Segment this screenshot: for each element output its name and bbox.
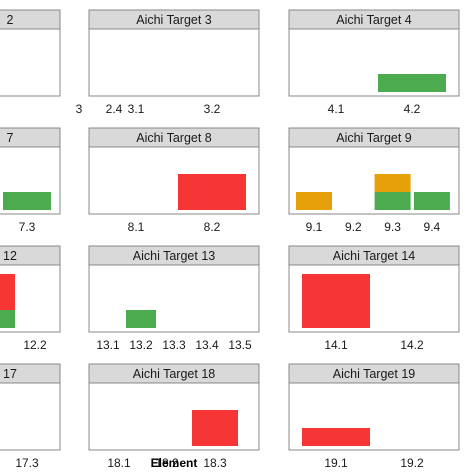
- facet-plot-area: [0, 382, 61, 451]
- bar-segment: [0, 310, 15, 328]
- facet-strip-label: 2: [7, 13, 14, 27]
- facet-strip-label: Aichi Target 3: [136, 13, 212, 27]
- facet-panel: Aichi Target 9 9.1 9.2 9.3 9.4: [288, 127, 460, 234]
- x-tick-label: 7.3: [19, 220, 36, 234]
- x-tick-label: 12.2: [23, 338, 47, 352]
- x-tick-label: 14.1: [324, 338, 348, 352]
- x-tick-label: 2.4: [106, 102, 123, 116]
- facet-strip-label: Aichi Target 13: [133, 249, 216, 263]
- facet-panel: Aichi Target 13 13.1 13.2 13.3 13.4 13.5: [88, 245, 260, 352]
- facet-panel: 12 12.2: [0, 245, 61, 352]
- x-tick-label: 18.2: [155, 456, 179, 470]
- x-tick-label: 9.2: [345, 220, 362, 234]
- x-tick-label: 9.3: [384, 220, 401, 234]
- bar-segment: [192, 410, 238, 446]
- facet-strip-label: Aichi Target 8: [136, 131, 212, 145]
- x-tick-label: 13.4: [195, 338, 219, 352]
- facet-panel: 23 2.4: [0, 9, 123, 116]
- bar-segment: [374, 192, 411, 210]
- x-tick-label: 13.5: [228, 338, 252, 352]
- x-tick-label: 13.2: [129, 338, 153, 352]
- x-tick-label: 18.3: [203, 456, 227, 470]
- facet-panel: Aichi Target 19 19.1 19.2: [288, 363, 460, 470]
- x-tick-label: 17.3: [15, 456, 39, 470]
- x-tick-label: 13.1: [96, 338, 120, 352]
- x-tick-label: 19.2: [400, 456, 424, 470]
- bar-segment: [378, 74, 446, 92]
- facet-plot-area: [88, 28, 260, 97]
- x-tick-label: 19.1: [324, 456, 348, 470]
- x-tick-label: 13.3: [162, 338, 186, 352]
- bar-segment: [178, 174, 246, 210]
- bar-segment: [296, 192, 332, 210]
- x-tick-label: 4.2: [404, 102, 421, 116]
- bar-segment: [413, 192, 450, 210]
- x-tick-label: 18.1: [107, 456, 131, 470]
- x-tick-label: 9.4: [424, 220, 441, 234]
- facet-plot-area: [0, 28, 61, 97]
- facet-panel: Aichi Target 18 18.1 18.2 18.3: [88, 363, 260, 470]
- x-tick-label: 3: [76, 102, 83, 116]
- x-tick-label: 8.1: [128, 220, 145, 234]
- facet-strip-label: Aichi Target 4: [336, 13, 412, 27]
- x-tick-label: 9.1: [306, 220, 323, 234]
- facet-strip-label: Aichi Target 18: [133, 367, 216, 381]
- x-tick-label: 8.2: [204, 220, 221, 234]
- x-tick-label: 14.2: [400, 338, 424, 352]
- facet-plot-area: [88, 264, 260, 333]
- facet-strip-label: Aichi Target 14: [333, 249, 416, 263]
- x-tick-label: 3.2: [204, 102, 221, 116]
- facet-panel: Aichi Target 14 14.1 14.2: [288, 245, 460, 352]
- facet-strip-label: 7: [7, 131, 14, 145]
- bar-segment: [3, 192, 51, 210]
- facet-panel: 17 17.3: [0, 363, 61, 470]
- facet-strip-label: 12: [3, 249, 17, 263]
- facet-panel: Aichi Target 4 4.1 4.2: [288, 9, 460, 116]
- bar-segment: [302, 428, 370, 446]
- facet-strip-label: 17: [3, 367, 17, 381]
- x-axis-label: Element: [151, 456, 198, 470]
- facet-strip-label: Aichi Target 19: [333, 367, 416, 381]
- x-tick-label: 3.1: [128, 102, 145, 116]
- bar-segment: [126, 310, 156, 328]
- facet-panel: Aichi Target 3 3.1 3.2: [88, 9, 260, 116]
- facet-panel: Aichi Target 8 8.1 8.2: [88, 127, 260, 234]
- bar-segment: [0, 274, 15, 310]
- bar-segment: [374, 174, 411, 192]
- bar-segment: [302, 274, 370, 328]
- facet-panel: 77.3: [0, 127, 61, 234]
- facet-strip-label: Aichi Target 9: [336, 131, 412, 145]
- x-tick-label: 4.1: [328, 102, 345, 116]
